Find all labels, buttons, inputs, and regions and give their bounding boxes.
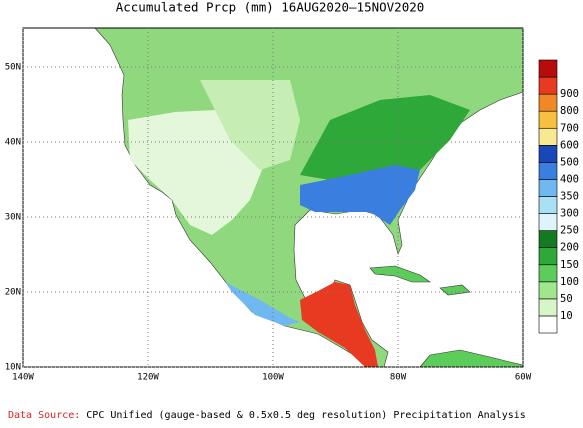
- lat-label: 10N: [5, 363, 21, 373]
- colorbar-bin: [538, 247, 558, 266]
- map-title: Accumulated Prcp (mm) 16AUG2020–15NOV202…: [116, 0, 425, 15]
- colorbar-label: 250: [560, 225, 579, 237]
- colorbar-bin: [538, 76, 558, 95]
- colorbar-label: 400: [560, 173, 579, 185]
- colorbar-label: 600: [560, 139, 579, 151]
- colorbar-bin: [538, 281, 558, 300]
- colorbar-label: 500: [560, 156, 579, 168]
- wet-central-america: [300, 282, 378, 367]
- wet-southeast: [300, 165, 420, 225]
- colorbar-label: 10: [560, 310, 573, 322]
- cuba: [369, 265, 431, 283]
- lat-label: 40N: [5, 138, 21, 148]
- lon-label: 120W: [137, 373, 159, 383]
- lat-label: 50N: [5, 63, 21, 73]
- lon-label: 100W: [262, 373, 284, 383]
- colorbar-label: 150: [560, 259, 579, 271]
- colorbar-label: 900: [560, 88, 579, 100]
- lat-label: 30N: [5, 213, 21, 223]
- colorbar-bin: [538, 196, 558, 214]
- lat-label: 20N: [5, 288, 21, 298]
- colorbar-bin: [538, 179, 558, 197]
- wet-mexico-coast: [225, 282, 300, 326]
- source-label: Data Source:: [8, 410, 80, 421]
- colorbar-bin: [538, 213, 558, 231]
- colorbar-bin: [538, 230, 558, 248]
- graticule: 140W 120W 100W 80W 60W 10N 20N 30N 40N 50N: [5, 28, 532, 383]
- colorbar-label: 700: [560, 122, 579, 134]
- footer: Data Source: CPC Unified (gauge-based & …: [8, 410, 526, 421]
- colorbar-bin: [538, 264, 558, 283]
- colorbar: 10 50 100 150 200 250 300 350 400 500 600 700 800 900: [538, 59, 579, 334]
- source-text: CPC Unified (gauge-based & 0.5x0.5 deg r…: [86, 410, 526, 421]
- colorbar-label: 100: [560, 276, 579, 288]
- lon-label: 80W: [390, 373, 407, 383]
- colorbar-bin: [538, 145, 558, 163]
- dry-southwest: [128, 110, 262, 235]
- wet-northeast: [300, 95, 470, 180]
- colorbar-label: 300: [560, 208, 579, 220]
- colorbar-label: 200: [560, 242, 579, 254]
- lon-label: 60W: [515, 373, 532, 383]
- lon-label: 140W: [12, 373, 34, 383]
- colorbar-label: 350: [560, 191, 579, 203]
- colorbar-label: 50: [560, 293, 573, 305]
- colorbar-bin: [538, 93, 558, 112]
- colorbar-bin: [538, 298, 558, 317]
- colorbar-bin: [538, 162, 558, 180]
- colorbar-bin: [538, 127, 558, 146]
- colorbar-label: 800: [560, 105, 579, 117]
- colorbar-bin: [538, 110, 558, 129]
- colorbar-bin: [538, 59, 558, 78]
- colorbar-bin: [538, 315, 558, 334]
- dry-plains: [200, 80, 300, 170]
